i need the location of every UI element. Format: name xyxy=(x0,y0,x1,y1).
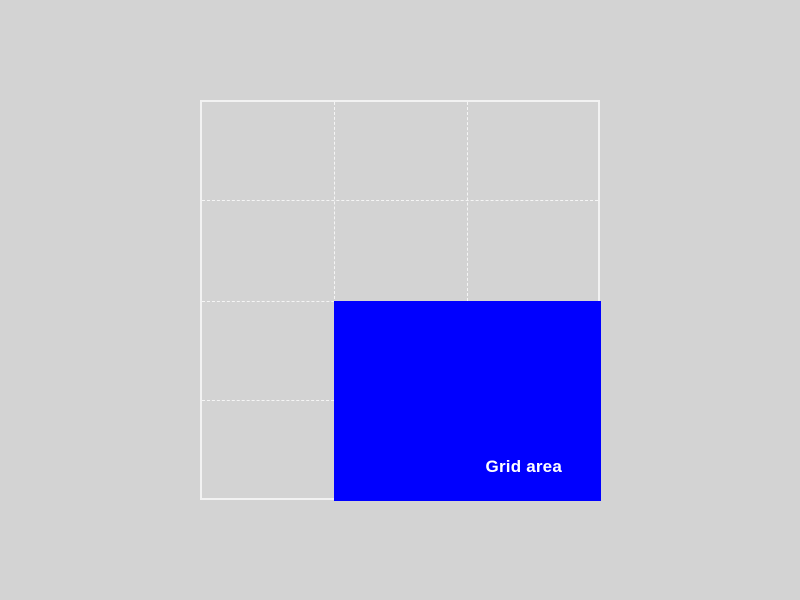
grid-column-line xyxy=(467,102,468,301)
grid-row-line xyxy=(202,200,598,201)
grid-area: Grid area xyxy=(334,301,601,501)
grid-row-line xyxy=(202,400,334,401)
grid-column-line xyxy=(334,102,335,498)
grid-area-label: Grid area xyxy=(485,457,562,476)
